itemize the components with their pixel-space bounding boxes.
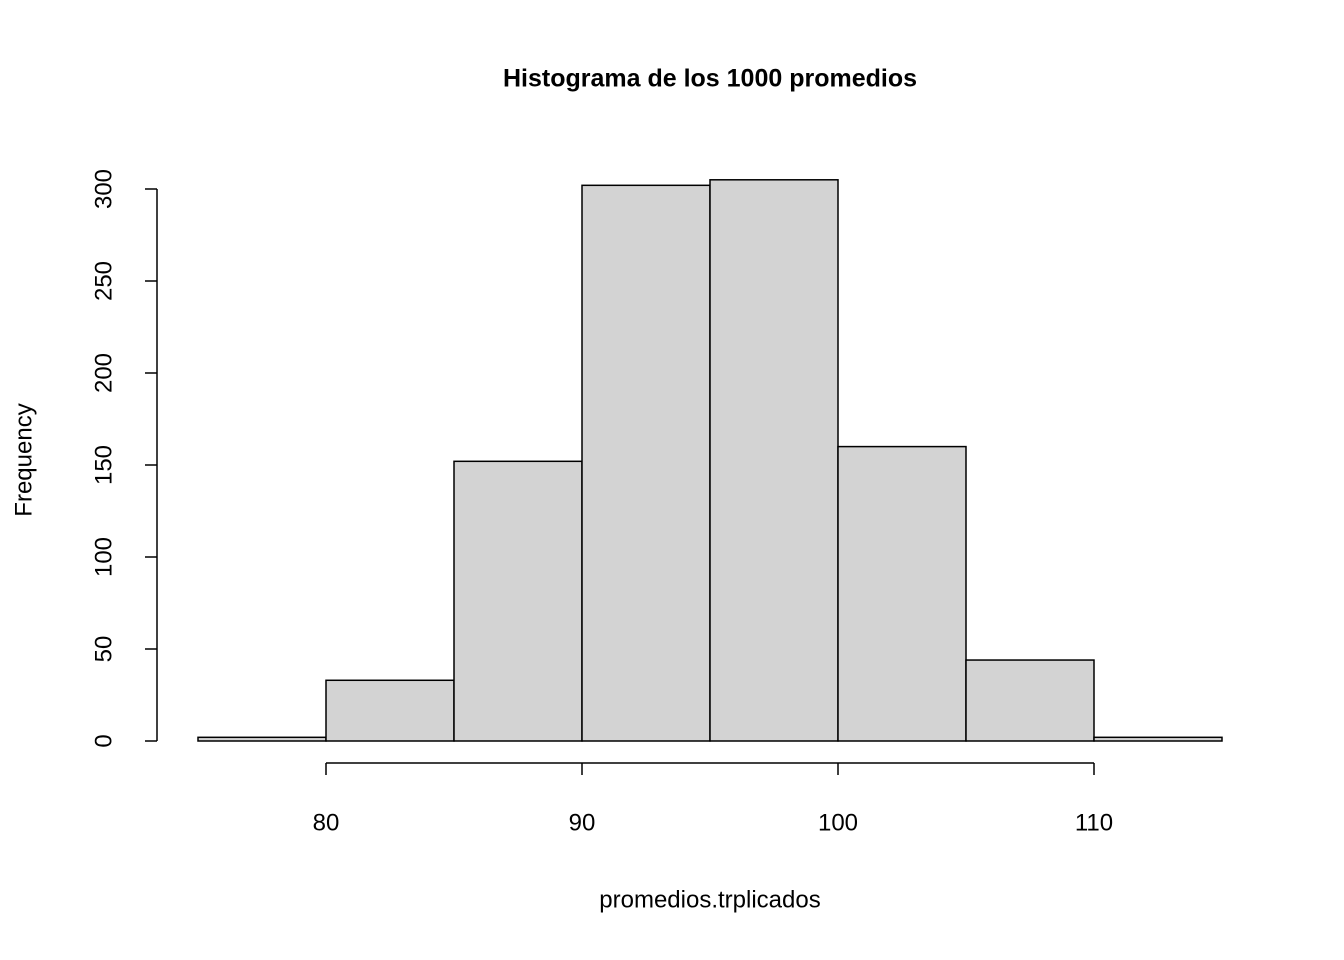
y-axis-label: Frequency	[10, 403, 37, 516]
x-tick-label: 90	[569, 809, 596, 836]
bar	[197, 736, 327, 742]
bar	[581, 184, 711, 742]
y-tick-label: 150	[90, 445, 117, 485]
x-tick-label: 100	[818, 809, 858, 836]
bar	[709, 179, 839, 742]
y-tick-label: 50	[90, 636, 117, 663]
y-tick-label: 200	[90, 353, 117, 393]
y-tick-label: 100	[90, 537, 117, 577]
x-tick-label: 110	[1075, 809, 1113, 836]
bar	[965, 659, 1095, 742]
x-tick-label: 80	[313, 809, 340, 836]
x-axis-label: promedios.trplicados	[599, 886, 820, 913]
y-tick-label: 0	[90, 734, 117, 747]
bar	[1093, 736, 1223, 742]
bar	[837, 445, 967, 742]
bar	[325, 679, 455, 742]
y-tick-label: 300	[90, 169, 117, 209]
chart-title: Histograma de los 1000 promedios	[503, 65, 917, 93]
bar	[453, 460, 583, 742]
y-tick-label: 250	[90, 261, 117, 301]
